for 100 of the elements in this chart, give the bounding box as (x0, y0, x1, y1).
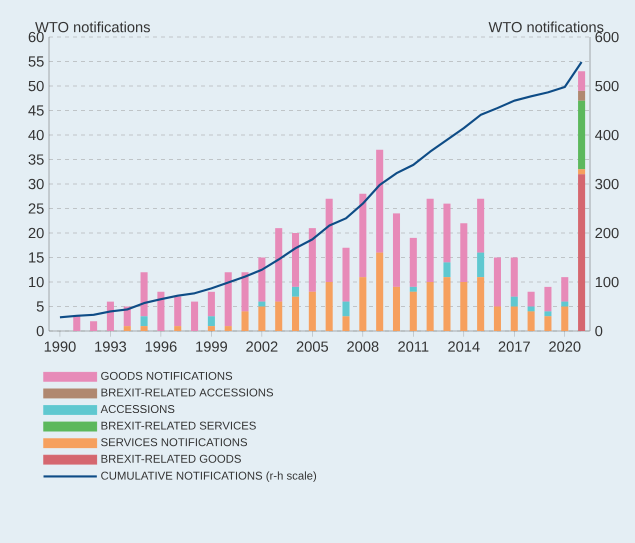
bar (561, 277, 568, 302)
bar (208, 292, 215, 316)
x-tick-label: 2020 (549, 341, 580, 352)
legend-label: BREXIT-RELATED ACCESSIONS (102, 388, 274, 396)
y2-tick-label: 300 (595, 178, 619, 190)
bar (90, 321, 98, 331)
bar (410, 238, 417, 287)
bar (342, 302, 350, 316)
legend-label: BREXIT-RELATED GOODS (102, 454, 241, 463)
bar (510, 258, 518, 297)
bar (140, 272, 148, 316)
bar (376, 150, 384, 253)
legend-label: CUMULATIVE NOTIFICATIONS (r-h scale) (101, 471, 316, 482)
legend-label: BREXIT-RELATED SERVICES (102, 422, 256, 430)
y2-tick-label: 100 (596, 276, 619, 288)
x-tick-label: 2005 (296, 341, 328, 352)
y-tick-label: 15 (29, 252, 44, 263)
bar (275, 228, 282, 302)
bar (140, 316, 148, 326)
x-tick-label: 2014 (448, 341, 480, 352)
y2-tick-label: 200 (595, 228, 619, 238)
y2-tick-label: 600 (595, 32, 619, 42)
bar (258, 258, 266, 302)
y-tick-label: 40 (28, 130, 44, 140)
x-tick-label: 2002 (246, 341, 278, 352)
bar (510, 296, 518, 306)
bar (528, 306, 535, 312)
x-tick-label: 2017 (498, 341, 530, 352)
line-series (58, 60, 583, 318)
bar (258, 302, 266, 306)
bar (308, 292, 316, 331)
bar (477, 277, 484, 331)
bar (578, 71, 586, 91)
bar (326, 282, 333, 331)
bar (510, 306, 518, 331)
legend-label: SERVICES NOTIFICATIONS (101, 438, 248, 446)
bar (544, 316, 552, 331)
bar (578, 169, 586, 174)
y-tick-label: 10 (29, 276, 44, 288)
bar (275, 302, 282, 331)
x-tick-label: 2008 (347, 341, 378, 352)
y-tick-label: 30 (28, 178, 44, 190)
y-tick-label: 50 (28, 80, 44, 92)
bar (544, 286, 552, 312)
legend-label: ACCESSIONS (100, 405, 174, 414)
bar (376, 252, 384, 331)
bar (157, 292, 164, 331)
bar (242, 272, 249, 312)
bar (224, 272, 232, 326)
bar (494, 258, 501, 306)
bar (460, 282, 468, 331)
bar (359, 277, 366, 331)
bar (308, 228, 316, 292)
bar (578, 174, 586, 331)
bar (359, 194, 366, 278)
y2-tick-label: 500 (595, 80, 619, 92)
bar (73, 316, 80, 331)
bar (392, 286, 400, 331)
bar (292, 286, 300, 297)
bar (208, 316, 215, 326)
bar (460, 223, 468, 282)
y-tick-label: 20 (28, 228, 44, 238)
bar (443, 262, 451, 278)
bar (292, 233, 300, 287)
y-tick-label: 25 (28, 203, 44, 214)
y2-axis-title: WTO notifications (488, 22, 604, 32)
bar (443, 204, 451, 262)
y-tick-label: 55 (28, 56, 44, 67)
bar (392, 213, 400, 287)
bar (426, 282, 434, 331)
bar (326, 198, 333, 282)
bar (410, 286, 417, 292)
bar (528, 311, 535, 331)
bar (342, 248, 350, 302)
bar (477, 198, 484, 253)
bar (174, 296, 182, 326)
y-tick-label: 60 (28, 32, 44, 42)
bar (258, 306, 266, 331)
bar (242, 311, 249, 331)
y-tick-label: 35 (28, 154, 44, 165)
bar (443, 277, 451, 331)
bar (578, 100, 586, 170)
y-tick-label: 0 (36, 326, 44, 336)
y-axis-title: WTO notifications (35, 22, 150, 32)
bar (208, 326, 215, 331)
y-tick-label: 5 (36, 301, 44, 312)
bar (426, 198, 434, 282)
bar (544, 311, 552, 316)
x-tick-label: 1993 (95, 341, 126, 352)
bar (124, 326, 131, 331)
x-tick-label: 1999 (196, 341, 227, 352)
bar (494, 306, 501, 331)
bar (342, 316, 350, 331)
bar (410, 292, 417, 331)
bar (106, 302, 114, 331)
x-tick-label: 1996 (146, 341, 177, 352)
y2-tick-label: 0 (595, 326, 602, 336)
y-tick-label: 45 (28, 105, 44, 116)
bar (528, 292, 535, 306)
bar (191, 302, 198, 331)
